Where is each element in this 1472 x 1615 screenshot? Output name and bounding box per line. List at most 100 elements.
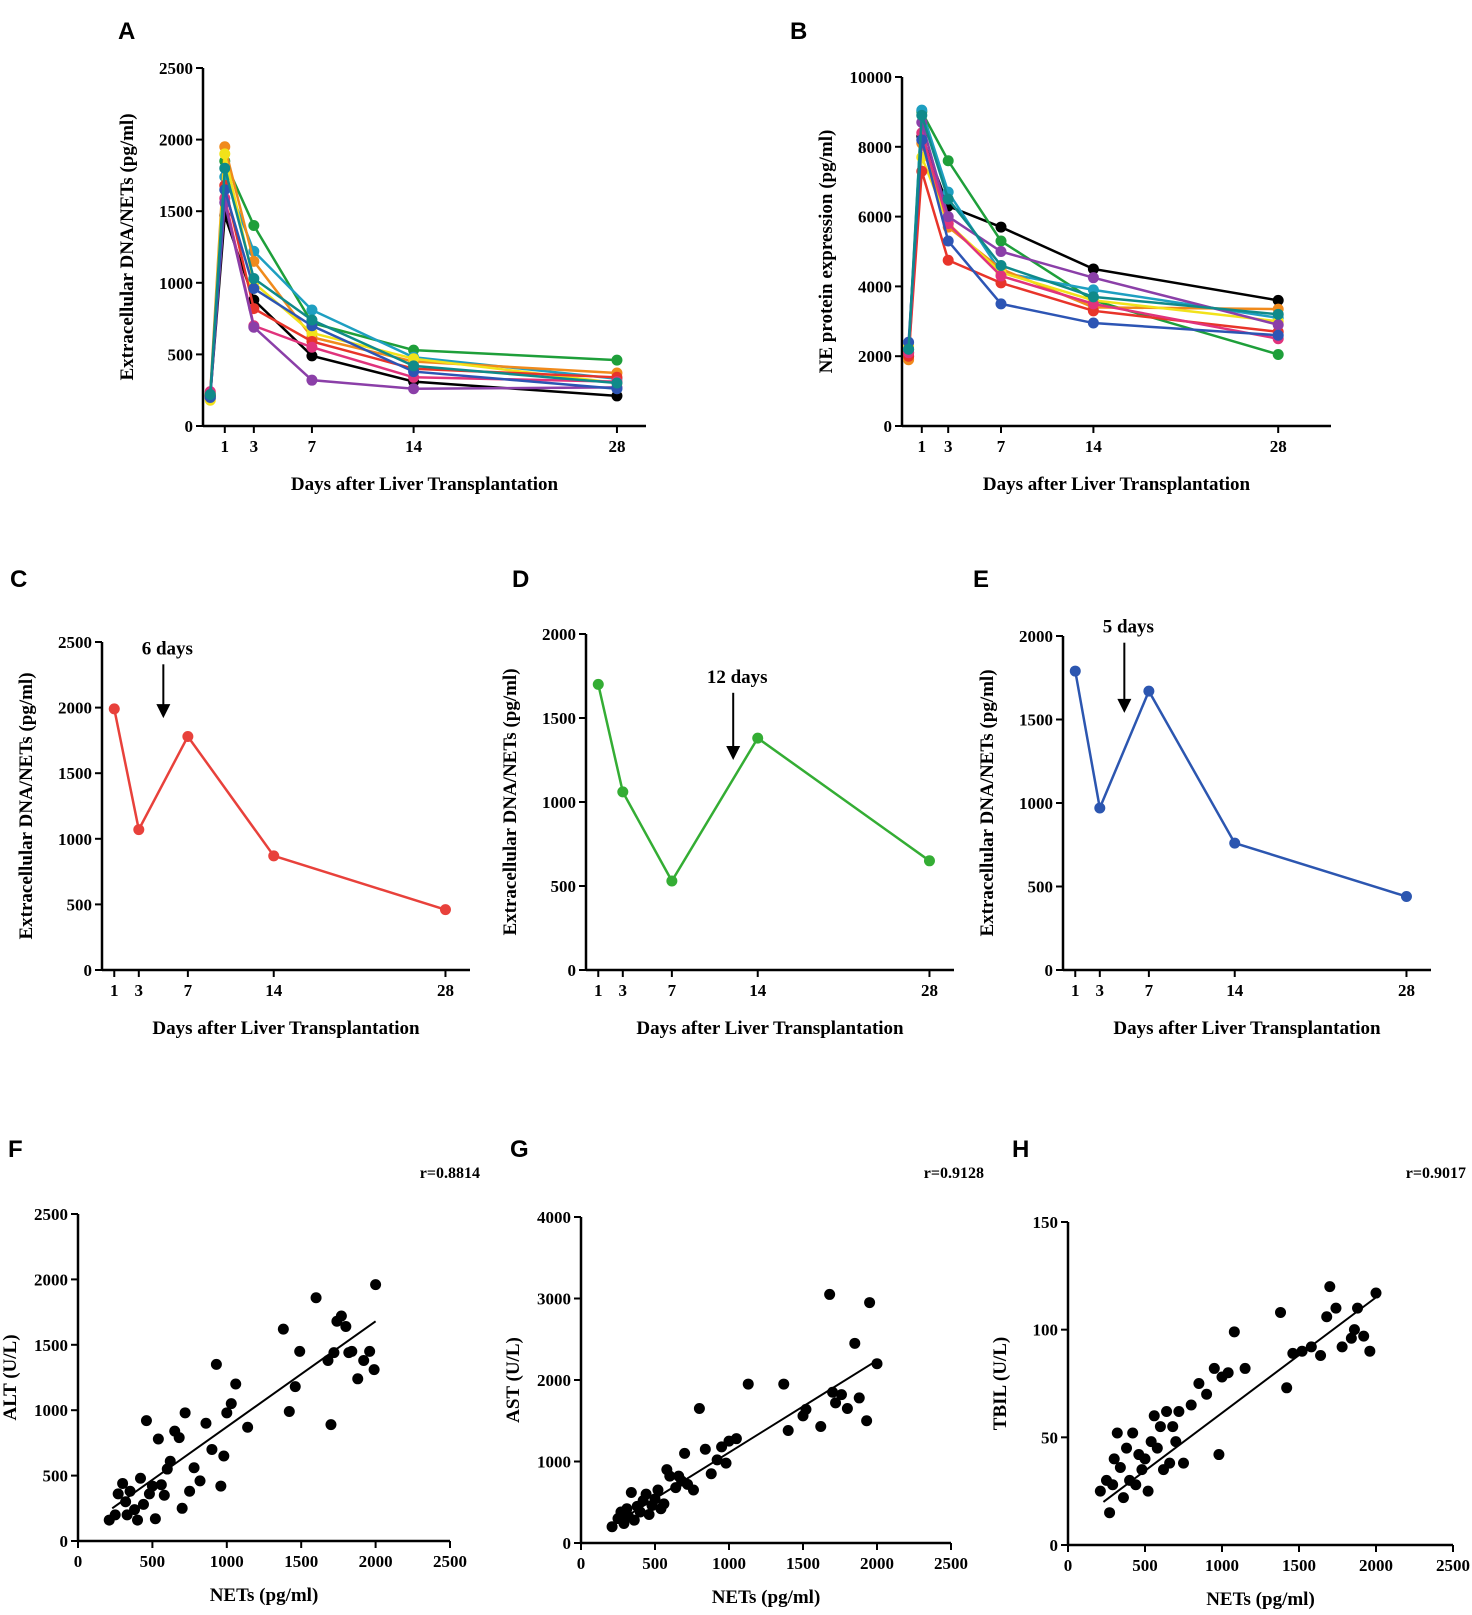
scatter-point-f: [188, 1462, 200, 1474]
x-tick-label-e: 3: [1096, 981, 1105, 1000]
x-tick-label-f: 2000: [359, 1552, 393, 1571]
data-point-b-patient-7: [995, 270, 1007, 282]
x-tick-label-d: 3: [619, 981, 628, 1000]
scatter-point-f: [370, 1279, 382, 1291]
y-tick-label-g: 0: [563, 1534, 572, 1553]
y-tick-label-f: 500: [43, 1467, 69, 1486]
scatter-point-f: [210, 1358, 222, 1370]
annotation-label-c: 6 days: [142, 638, 193, 659]
data-point-d-patient: [923, 855, 935, 867]
scatter-point-h: [1173, 1405, 1185, 1417]
scatter-point-f: [176, 1502, 188, 1514]
y-tick-label-e: 0: [1045, 961, 1054, 980]
x-tick-label-e: 28: [1398, 981, 1415, 1000]
scatter-point-f: [164, 1455, 176, 1467]
scatter-point-f: [120, 1496, 132, 1508]
scatter-point-f: [225, 1398, 237, 1410]
scatter-point-f: [215, 1480, 227, 1492]
x-tick-label-h: 1000: [1205, 1556, 1239, 1575]
scatter-point-g: [658, 1498, 670, 1510]
correlation-label-h: r=0.9017: [1406, 1165, 1466, 1182]
data-point-b-patient-10: [942, 193, 954, 205]
scatter-point-h: [1167, 1421, 1179, 1433]
scatter-point-h: [1275, 1306, 1287, 1318]
x-tick-label-b: 28: [1270, 437, 1287, 456]
data-point-b-patient-10: [1087, 291, 1099, 303]
scatter-point-h: [1154, 1421, 1166, 1433]
scatter-point-h: [1185, 1399, 1197, 1411]
scatter-point-g: [830, 1397, 842, 1409]
scatter-point-g: [606, 1521, 618, 1533]
scatter-point-f: [242, 1421, 254, 1433]
data-point-c-patient: [182, 730, 194, 742]
scatter-point-g: [861, 1415, 873, 1427]
scatter-point-f: [129, 1504, 141, 1516]
scatter-point-f: [132, 1514, 144, 1526]
scatter-point-h: [1336, 1341, 1348, 1353]
data-point-a-patient-8: [306, 374, 318, 386]
scatter-point-f: [343, 1347, 355, 1359]
series-line-a-patient-10: [209, 167, 618, 395]
x-axis-title-e: Days after Liver Transplantation: [1113, 1018, 1381, 1039]
x-tick-label-g: 2500: [934, 1554, 968, 1573]
scatter-point-f: [294, 1345, 306, 1357]
data-point-a-patient-2: [611, 354, 623, 366]
y-tick-label-c: 2500: [58, 633, 92, 652]
scatter-point-h: [1094, 1485, 1106, 1497]
y-tick-label-c: 500: [67, 895, 93, 914]
data-point-a-patient-8: [248, 321, 260, 333]
scatter-point-h: [1345, 1332, 1357, 1344]
scatter-point-h: [1151, 1442, 1163, 1454]
scatter-point-h: [1364, 1345, 1376, 1357]
correlation-label-f: r=0.8814: [420, 1165, 480, 1182]
scatter-point-f: [194, 1475, 206, 1487]
scatter-point-h: [1208, 1362, 1220, 1374]
scatter-point-g: [871, 1358, 883, 1370]
scatter-point-f: [112, 1488, 124, 1500]
scatter-point-g: [664, 1470, 676, 1482]
y-tick-label-d: 0: [568, 961, 577, 980]
x-tick-label-g: 1500: [786, 1554, 820, 1573]
x-axis-title-b: Days after Liver Transplantation: [983, 474, 1251, 495]
y-axis-title-f: ALT (U/L): [0, 1334, 21, 1420]
y-tick-label-b: 8000: [858, 138, 892, 157]
scatter-point-g: [778, 1378, 790, 1390]
y-tick-label-a: 1000: [159, 274, 193, 293]
y-tick-label-a: 0: [185, 417, 194, 436]
scatter-point-h: [1287, 1347, 1299, 1359]
scatter-point-f: [155, 1479, 167, 1491]
y-tick-label-f: 2000: [34, 1270, 68, 1289]
y-tick-label-d: 1000: [542, 793, 576, 812]
x-tick-label-g: 500: [642, 1554, 668, 1573]
y-axis-title-e: Extracellular DNA/NETs (pg/ml): [977, 669, 998, 936]
y-axis-title-g: AST (U/L): [503, 1337, 524, 1423]
scatter-point-g: [827, 1386, 839, 1398]
scatter-point-h: [1296, 1345, 1308, 1357]
scatter-point-f: [364, 1345, 376, 1357]
panel-letter-a: A: [118, 18, 135, 45]
y-tick-label-b: 4000: [858, 277, 892, 296]
y-tick-label-e: 2000: [1019, 627, 1053, 646]
x-tick-label-c: 3: [135, 981, 144, 1000]
y-tick-label-c: 0: [84, 961, 93, 980]
scatter-point-h: [1127, 1427, 1139, 1439]
scatter-point-h: [1107, 1479, 1119, 1491]
panel-letter-f: F: [8, 1136, 23, 1163]
scatter-point-f: [335, 1310, 347, 1322]
scatter-point-h: [1170, 1436, 1182, 1448]
data-point-b-patient-10: [995, 259, 1007, 271]
series-line-b-patient-10: [907, 115, 1279, 350]
x-tick-label-e: 14: [1226, 981, 1244, 1000]
data-point-b-patient-10: [1272, 308, 1284, 320]
correlation-label-g: r=0.9128: [924, 1165, 984, 1182]
data-point-a-patient-10: [306, 314, 318, 326]
scatter-point-f: [149, 1513, 161, 1525]
x-tick-label-c: 7: [184, 981, 193, 1000]
x-tick-label-f: 1000: [210, 1552, 244, 1571]
scatter-point-g: [625, 1486, 637, 1498]
scatter-point-f: [152, 1433, 164, 1445]
x-tick-label-e: 7: [1145, 981, 1154, 1000]
data-point-a-patient-10: [204, 388, 216, 400]
scatter-point-g: [628, 1514, 640, 1526]
